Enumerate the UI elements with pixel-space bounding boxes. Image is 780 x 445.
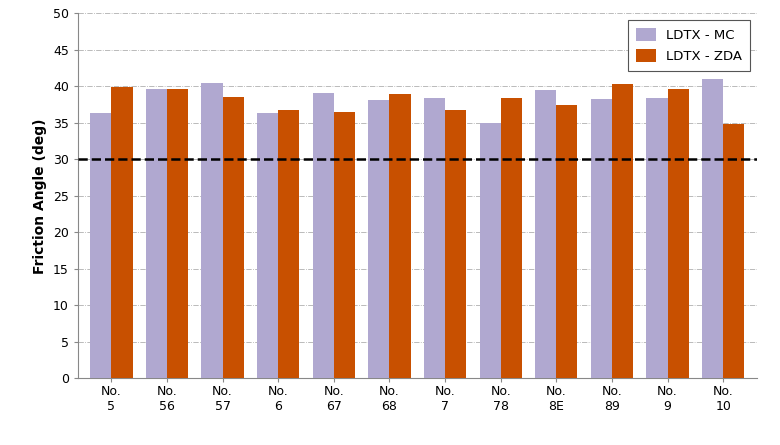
Bar (112, 87, 133, 378)
Bar (201, 83, 222, 378)
Bar (723, 124, 744, 378)
Bar (368, 100, 389, 378)
Bar (590, 99, 612, 378)
Bar (146, 89, 167, 378)
Bar (334, 112, 355, 378)
Bar (313, 93, 334, 378)
Bar (222, 97, 244, 378)
Bar (612, 84, 633, 378)
Bar (647, 98, 668, 378)
Bar (278, 110, 300, 378)
Bar (445, 109, 466, 378)
Bar (668, 89, 689, 378)
Bar (257, 113, 278, 378)
Y-axis label: Friction Angle (deg): Friction Angle (deg) (34, 118, 48, 274)
Bar (167, 89, 188, 378)
Bar (501, 98, 522, 378)
Bar (389, 94, 410, 378)
Bar (424, 98, 445, 378)
Bar (556, 105, 577, 378)
Legend: LDTX - MC, LDTX - ZDA: LDTX - MC, LDTX - ZDA (628, 20, 750, 71)
Bar (702, 79, 723, 378)
Bar (535, 90, 556, 378)
Bar (480, 123, 501, 378)
Bar (90, 113, 112, 378)
